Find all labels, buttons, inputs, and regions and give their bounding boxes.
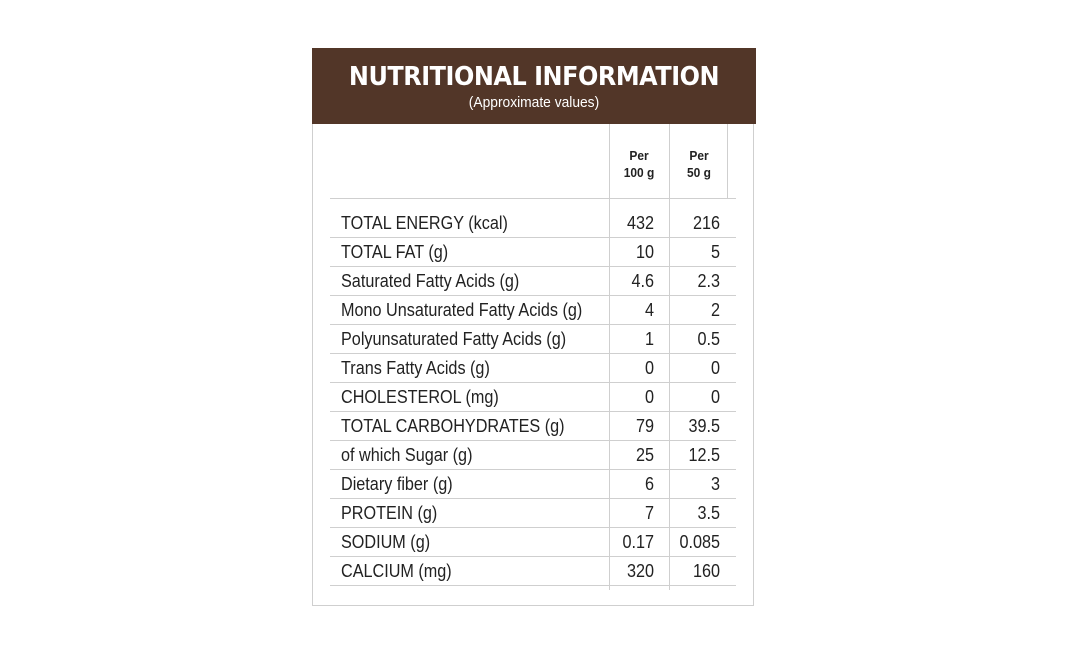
nutrient-label: of which Sugar (g) <box>341 445 473 465</box>
value-per-100g: 1 <box>644 329 654 349</box>
value-per-50g: 5 <box>710 242 720 262</box>
value-per-100g: 0.17 <box>622 532 654 552</box>
value-per-50g: 2 <box>710 300 720 320</box>
value-per-50g: 0 <box>710 358 720 378</box>
column-header-per-100g-line2: 100 g <box>623 165 655 180</box>
column-divider-right <box>727 124 728 199</box>
value-per-50g: 39.5 <box>688 416 720 436</box>
column-header-per-50g-line1: Per <box>689 148 709 163</box>
table-row: TOTAL FAT (g) 10 5 <box>330 238 736 267</box>
value-per-50g: 0.5 <box>697 329 720 349</box>
nutrient-label: TOTAL FAT (g) <box>341 242 449 262</box>
nutrition-title: NUTRITIONAL INFORMATION <box>348 62 720 92</box>
value-per-50g: 2.3 <box>697 271 720 291</box>
table-row: SODIUM (g) 0.17 0.085 <box>330 528 736 557</box>
value-per-50g: 12.5 <box>688 445 720 465</box>
value-per-50g: 3 <box>710 474 720 494</box>
nutrient-label: PROTEIN (g) <box>341 503 438 523</box>
table-row: TOTAL ENERGY (kcal) 432 216 <box>330 209 736 238</box>
nutrition-header: NUTRITIONAL INFORMATION (Approximate val… <box>312 48 756 124</box>
table-row: TOTAL CARBOHYDRATES (g) 79 39.5 <box>330 412 736 441</box>
table-row: PROTEIN (g) 7 3.5 <box>330 499 736 528</box>
value-per-100g: 6 <box>644 474 654 494</box>
column-header-per-50g-line2: 50 g <box>687 165 711 180</box>
nutrient-label: Trans Fatty Acids (g) <box>341 358 490 378</box>
table-row: CALCIUM (mg) 320 160 <box>330 557 736 586</box>
nutrient-label: Mono Unsaturated Fatty Acids (g) <box>341 300 583 320</box>
nutrient-label: Saturated Fatty Acids (g) <box>341 271 520 291</box>
value-per-100g: 4 <box>644 300 654 320</box>
table-row: Mono Unsaturated Fatty Acids (g) 4 2 <box>330 296 736 325</box>
column-header-per-100g: Per 100 g <box>612 147 665 181</box>
nutrient-label: CHOLESTEROL (mg) <box>341 387 499 407</box>
value-per-50g: 3.5 <box>697 503 720 523</box>
value-per-100g: 320 <box>626 561 654 581</box>
value-per-100g: 0 <box>644 387 654 407</box>
nutrition-panel: NUTRITIONAL INFORMATION (Approximate val… <box>312 48 756 606</box>
nutrient-label: Dietary fiber (g) <box>341 474 453 494</box>
column-divider-left <box>609 124 610 590</box>
nutrition-subtitle: (Approximate values) <box>468 94 600 111</box>
table-row: Trans Fatty Acids (g) 0 0 <box>330 354 736 383</box>
table-row: of which Sugar (g) 25 12.5 <box>330 441 736 470</box>
table-row: CHOLESTEROL (mg) 0 0 <box>330 383 736 412</box>
nutrient-label: TOTAL ENERGY (kcal) <box>341 213 508 233</box>
table-row: Polyunsaturated Fatty Acids (g) 1 0.5 <box>330 325 736 354</box>
value-per-100g: 10 <box>635 242 654 262</box>
nutrient-label: SODIUM (g) <box>341 532 431 552</box>
nutrient-label: Polyunsaturated Fatty Acids (g) <box>341 329 567 349</box>
table-row: Saturated Fatty Acids (g) 4.6 2.3 <box>330 267 736 296</box>
column-header-per-50g: Per 50 g <box>672 147 725 181</box>
value-per-100g: 0 <box>644 358 654 378</box>
nutrient-label: TOTAL CARBOHYDRATES (g) <box>341 416 565 436</box>
header-divider <box>330 198 736 199</box>
value-per-100g: 7 <box>644 503 654 523</box>
value-per-100g: 79 <box>635 416 654 436</box>
table-row: Dietary fiber (g) 6 3 <box>330 470 736 499</box>
value-per-100g: 25 <box>635 445 654 465</box>
value-per-100g: 432 <box>626 213 654 233</box>
value-per-50g: 216 <box>692 213 720 233</box>
column-divider-middle <box>669 124 670 590</box>
value-per-50g: 0 <box>710 387 720 407</box>
value-per-100g: 4.6 <box>631 271 654 291</box>
value-per-50g: 0.085 <box>679 532 720 552</box>
value-per-50g: 160 <box>692 561 720 581</box>
nutrition-rows: TOTAL ENERGY (kcal) 432 216 TOTAL FAT (g… <box>330 209 736 586</box>
nutrient-label: CALCIUM (mg) <box>341 561 452 581</box>
column-header-per-100g-line1: Per <box>629 148 649 163</box>
